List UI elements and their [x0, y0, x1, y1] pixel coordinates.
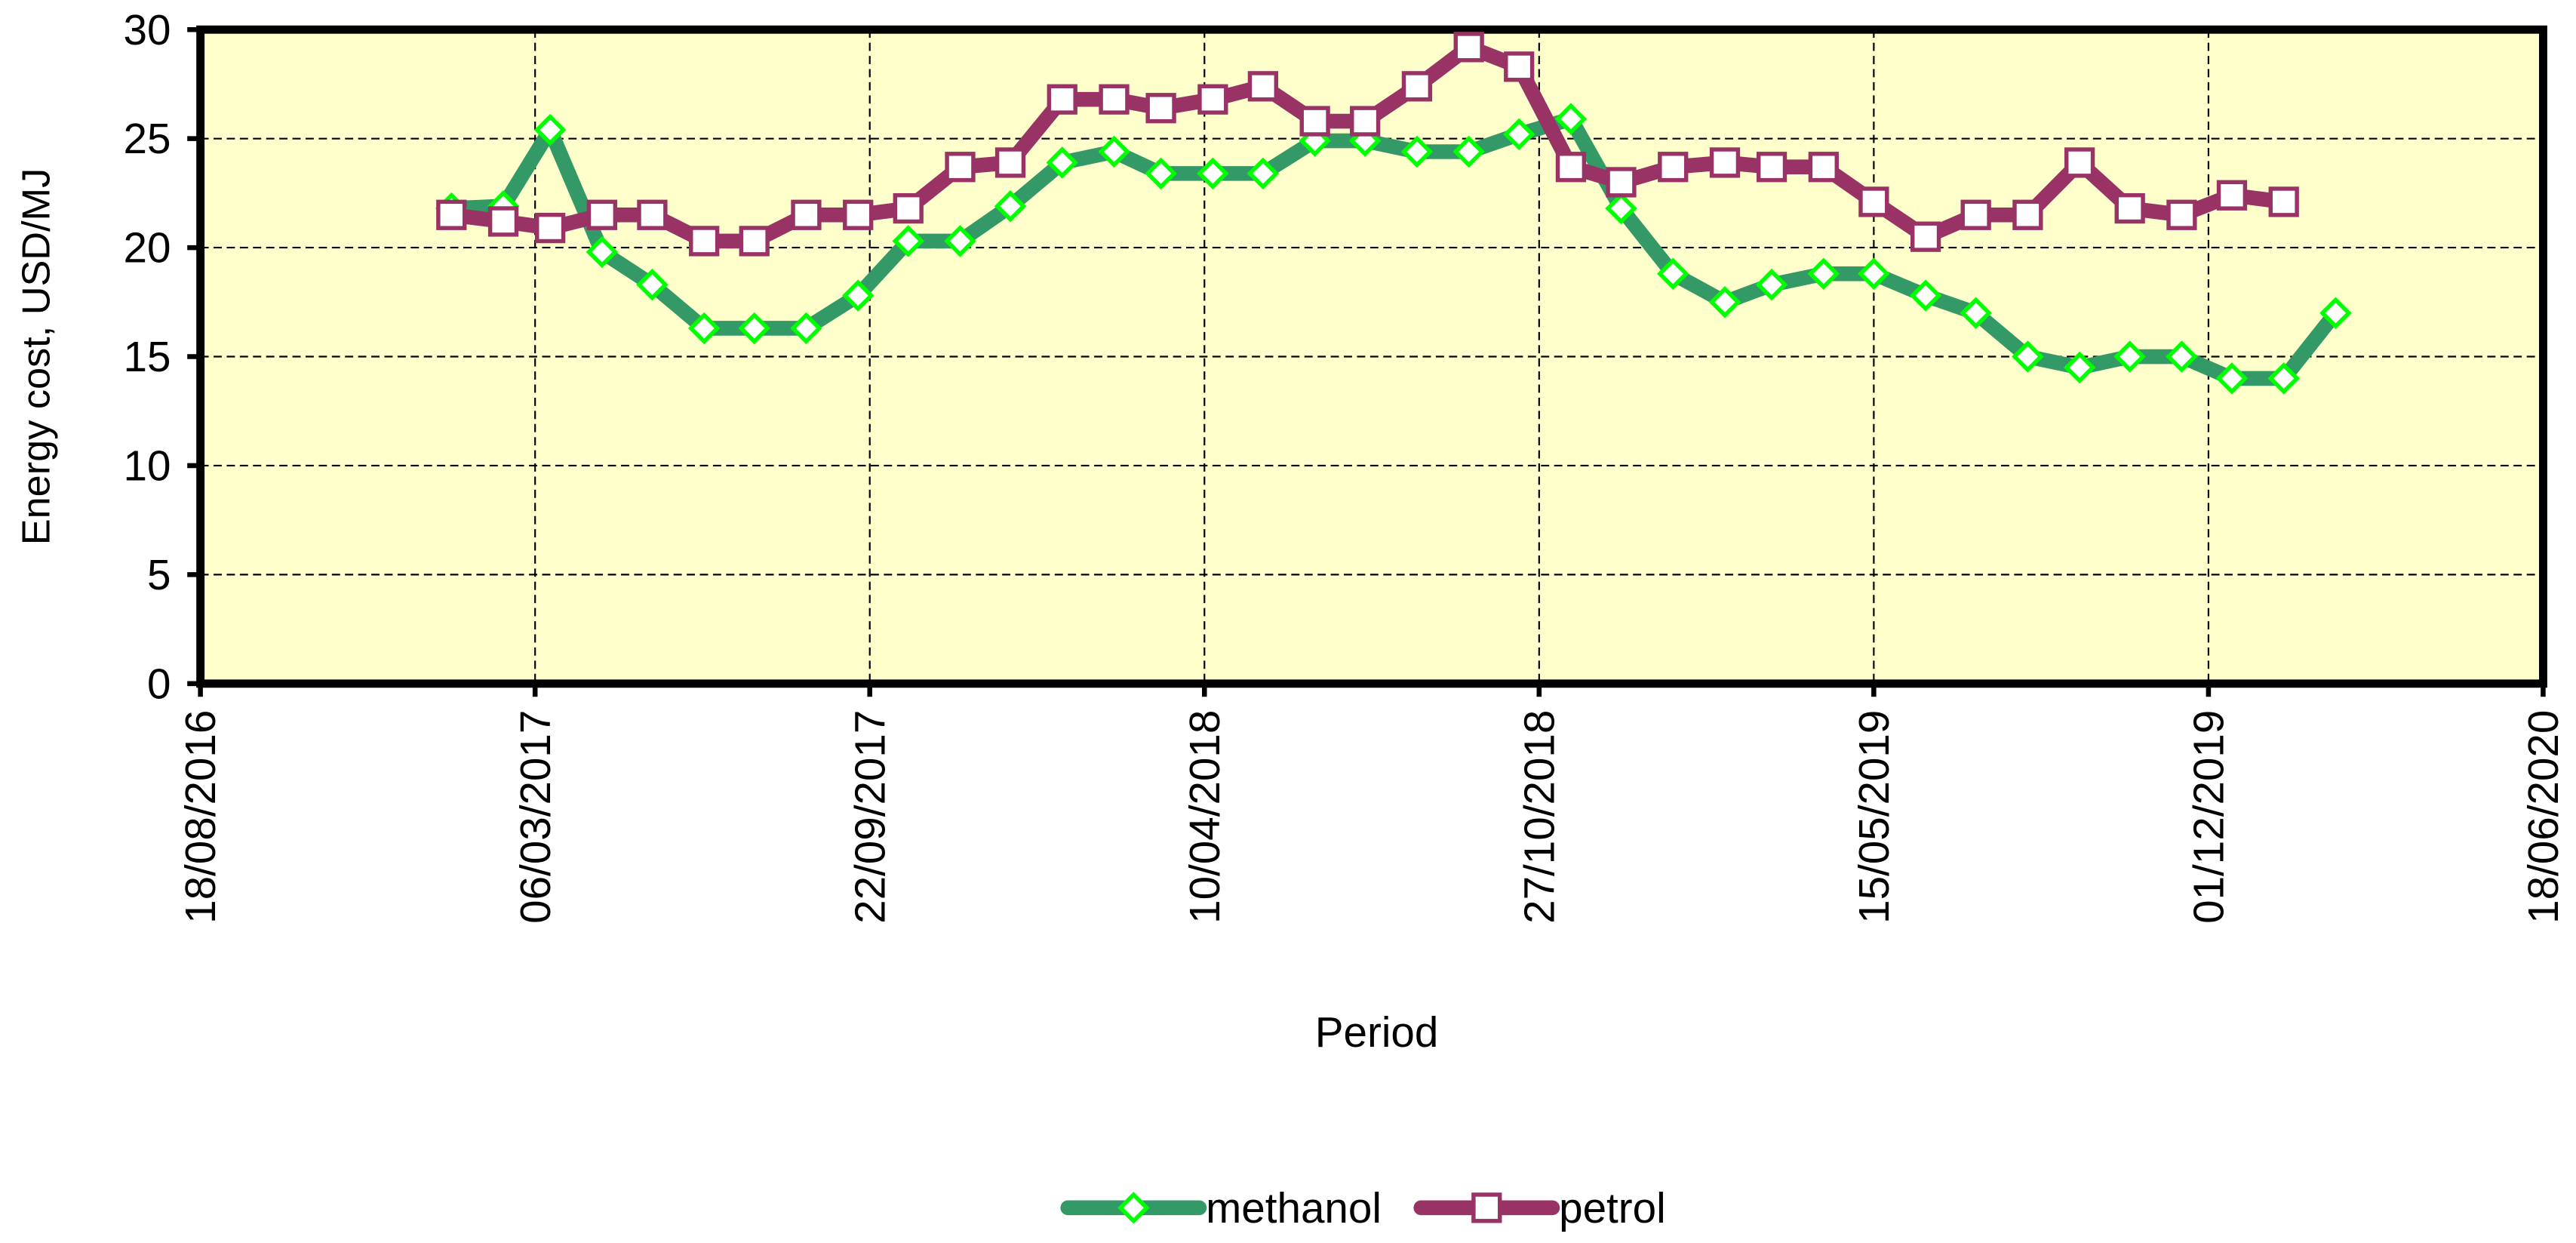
x-tick-label: 06/03/2017 — [512, 710, 559, 924]
marker — [1605, 192, 1637, 225]
marker — [2063, 351, 2096, 384]
marker — [689, 226, 720, 257]
marker — [1350, 106, 1381, 137]
marker — [2114, 192, 2145, 224]
marker — [533, 113, 567, 146]
marker — [2113, 340, 2146, 373]
marker — [2319, 297, 2352, 330]
marker — [2268, 186, 2299, 217]
y-tick-label: 10 — [123, 442, 171, 490]
marker — [892, 225, 924, 257]
marker — [1099, 84, 1130, 115]
marker — [487, 206, 519, 237]
marker — [2166, 199, 2197, 230]
marker — [1504, 51, 1535, 82]
marker — [1452, 135, 1485, 168]
y-tick-label: 20 — [123, 224, 171, 272]
marker — [1960, 199, 1991, 230]
marker — [790, 312, 822, 345]
marker — [1197, 84, 1228, 115]
marker — [893, 192, 924, 224]
marker — [534, 212, 566, 244]
marker — [841, 279, 875, 312]
marker — [1299, 106, 1330, 137]
marker — [1047, 84, 1077, 115]
legend-label: petrol — [1559, 1184, 1666, 1232]
marker — [2012, 340, 2044, 373]
x-tick-label: 15/05/2019 — [1850, 710, 1898, 924]
marker — [636, 268, 669, 301]
marker — [1453, 32, 1484, 63]
legend-marker — [1117, 1192, 1150, 1224]
x-axis-label: Period — [1315, 1008, 1439, 1056]
marker — [2064, 147, 2095, 178]
y-tick-label: 30 — [123, 6, 171, 54]
marker — [1709, 147, 1741, 178]
marker — [1554, 103, 1588, 135]
y-tick-label: 25 — [123, 115, 171, 162]
marker — [1401, 71, 1433, 102]
marker — [738, 312, 770, 345]
marker — [2215, 362, 2249, 395]
marker — [1909, 279, 1942, 312]
marker — [1656, 257, 1689, 291]
y-tick-label: 5 — [147, 551, 171, 598]
marker — [1247, 157, 1280, 190]
y-tick-label: 15 — [123, 333, 171, 380]
x-tick-label: 18/06/2020 — [2519, 710, 2567, 924]
marker — [1247, 71, 1279, 102]
marker — [1658, 152, 1689, 183]
legend-marker — [1471, 1192, 1502, 1223]
marker — [1400, 135, 1434, 168]
marker — [1098, 135, 1130, 168]
legend-label: methanol — [1206, 1184, 1382, 1232]
x-tick-label: 01/12/2019 — [2185, 710, 2233, 924]
marker — [791, 199, 822, 230]
marker — [945, 152, 976, 183]
y-tick-label: 0 — [147, 660, 171, 707]
x-tick-label: 27/10/2018 — [1515, 710, 1563, 924]
marker — [2012, 199, 2043, 230]
marker — [994, 147, 1026, 178]
marker — [1807, 257, 1840, 291]
marker — [1046, 146, 1079, 179]
marker — [586, 199, 618, 230]
marker — [2166, 340, 2198, 373]
marker — [994, 189, 1027, 223]
x-tick-label: 18/08/2016 — [177, 710, 224, 924]
x-tick-label: 22/09/2017 — [846, 710, 893, 924]
plot-border — [196, 25, 2547, 688]
marker — [1145, 157, 1177, 190]
marker — [637, 199, 668, 230]
marker — [739, 226, 770, 257]
y-axis-label: Energy cost, USD/MJ — [14, 168, 58, 545]
marker — [1755, 268, 1788, 301]
marker — [944, 225, 976, 257]
marker — [1606, 167, 1637, 198]
marker — [2267, 362, 2300, 395]
x-tick-label: 10/04/2018 — [1181, 710, 1228, 924]
marker — [1197, 157, 1229, 190]
marker — [1708, 286, 1741, 318]
marker — [687, 312, 721, 345]
marker — [1858, 186, 1889, 217]
marker — [1555, 152, 1587, 183]
marker — [1960, 297, 1992, 330]
marker — [1808, 152, 1839, 183]
marker — [1145, 93, 1176, 124]
marker — [843, 199, 874, 230]
marker — [436, 199, 467, 230]
marker — [1502, 118, 1535, 151]
marker — [586, 235, 619, 269]
marker — [1858, 257, 1890, 291]
marker — [1910, 221, 1941, 252]
marker — [2216, 180, 2248, 211]
marker — [1756, 152, 1788, 183]
